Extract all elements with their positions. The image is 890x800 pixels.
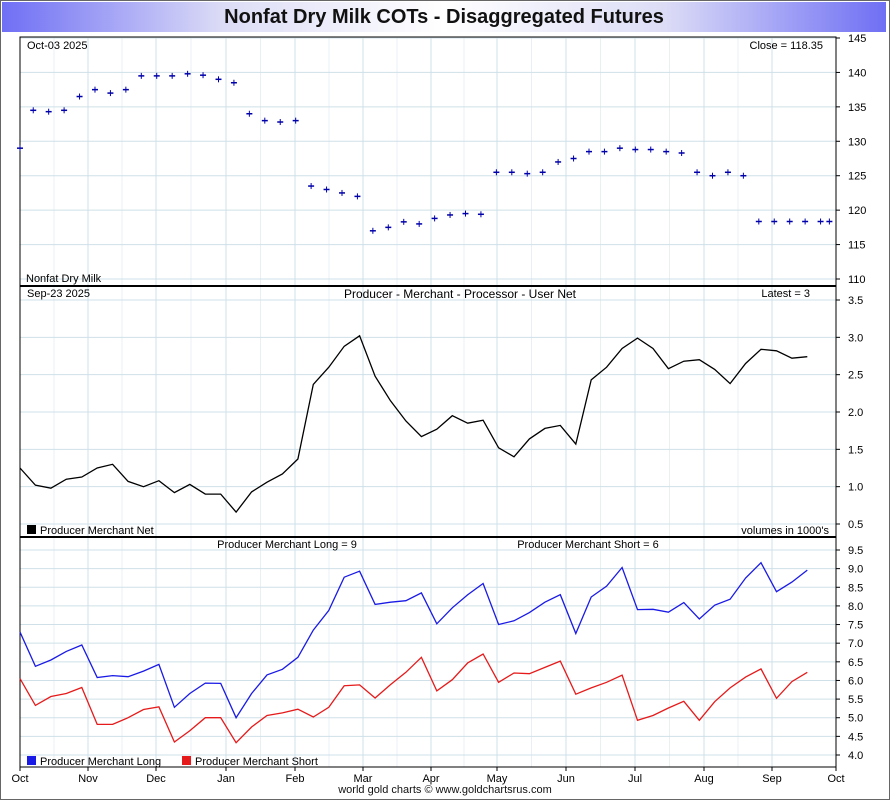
y-tick-label: 9.0: [848, 564, 863, 576]
plot-border: [19, 36, 837, 768]
producer-merchant-short-line: [19, 653, 808, 744]
x-tick-label: Jan: [217, 773, 235, 785]
y-tick-label: 2.0: [848, 407, 863, 419]
y-tick-label: 8.5: [848, 582, 863, 594]
y-tick-label: 115: [848, 240, 866, 252]
x-tick-label: Dec: [146, 773, 166, 785]
panel-frames: [19, 36, 837, 768]
y-tick-label: 3.5: [848, 295, 863, 307]
y-tick-label: 4.5: [848, 731, 863, 743]
price-legend-label: Nonfat Dry Milk: [26, 273, 102, 285]
y-tick-label: 7.0: [848, 638, 863, 650]
y-tick-label: 120: [848, 205, 866, 217]
y-tick-label: 9.5: [848, 545, 863, 557]
price-close-label: Close = 118.35: [750, 40, 824, 52]
x-tick-label: Jul: [628, 773, 642, 785]
y-tick-label: 5.5: [848, 694, 863, 706]
label-layer: Oct-03 2025 Close = 118.35 Nonfat Dry Mi…: [26, 40, 829, 768]
net-legend-swatch: [27, 525, 36, 534]
y-tick-label: 130: [848, 136, 866, 148]
grid-layer: [20, 37, 836, 767]
y-tick-label: 8.0: [848, 601, 863, 613]
producer-merchant-long-line: [19, 561, 808, 720]
price-date-label: Oct-03 2025: [27, 40, 88, 52]
y-tick-label: 110: [848, 274, 866, 286]
short-legend-label: Producer Merchant Short: [195, 756, 318, 768]
x-tick-label: Apr: [422, 773, 439, 785]
y-tick-label: 125: [848, 171, 866, 183]
y-tick-label: 7.5: [848, 620, 863, 632]
x-tick-label: Feb: [286, 773, 305, 785]
long-legend-swatch: [27, 756, 36, 765]
axis-layer: 110 115 120 125 130 135 140 145 0.5 1.0 1.5 2.0 2.5 3…: [11, 33, 866, 785]
x-tick-label: Sep: [762, 773, 782, 785]
short-legend-swatch: [182, 756, 191, 765]
series-layer: [17, 70, 833, 744]
net-panel-title: Producer - Merchant - Processor - User N…: [344, 287, 577, 301]
net-date-label: Sep-23 2025: [27, 288, 90, 300]
x-tick-label: Oct: [827, 773, 844, 785]
long-legend-label: Producer Merchant Long: [40, 756, 161, 768]
producer-merchant-net-line: [19, 334, 808, 514]
y-tick-label: 1.0: [848, 482, 863, 494]
net-legend-label: Producer Merchant Net: [40, 525, 154, 537]
net-latest-label: Latest = 3: [761, 288, 810, 300]
x-tick-label: Mar: [354, 773, 373, 785]
y-tick-label: 145: [848, 33, 866, 45]
y-tick-label: 0.5: [848, 519, 863, 531]
chart-title: Nonfat Dry Milk COTs - Disaggregated Fut…: [2, 2, 886, 32]
x-tick-label: Aug: [694, 773, 714, 785]
short-latest-label: Producer Merchant Short = 6: [517, 539, 659, 551]
net-volumes-note: volumes in 1000's: [741, 525, 829, 537]
y-tick-label: 4.0: [848, 750, 863, 762]
y-tick-label: 5.0: [848, 713, 863, 725]
y-tick-label: 2.5: [848, 370, 863, 382]
footer-credit: world gold charts © www.goldchartsrus.co…: [338, 784, 552, 796]
y-tick-label: 3.0: [848, 332, 863, 344]
y-tick-label: 1.5: [848, 444, 863, 456]
y-tick-label: 140: [848, 67, 866, 79]
long-latest-label: Producer Merchant Long = 9: [217, 539, 357, 551]
x-tick-label: May: [487, 773, 508, 785]
y-tick-label: 6.5: [848, 657, 863, 669]
x-tick-label: Nov: [78, 773, 98, 785]
y-tick-label: 6.0: [848, 675, 863, 687]
x-tick-label: Oct: [11, 773, 28, 785]
x-tick-label: Jun: [557, 773, 575, 785]
y-tick-label: 135: [848, 102, 866, 114]
